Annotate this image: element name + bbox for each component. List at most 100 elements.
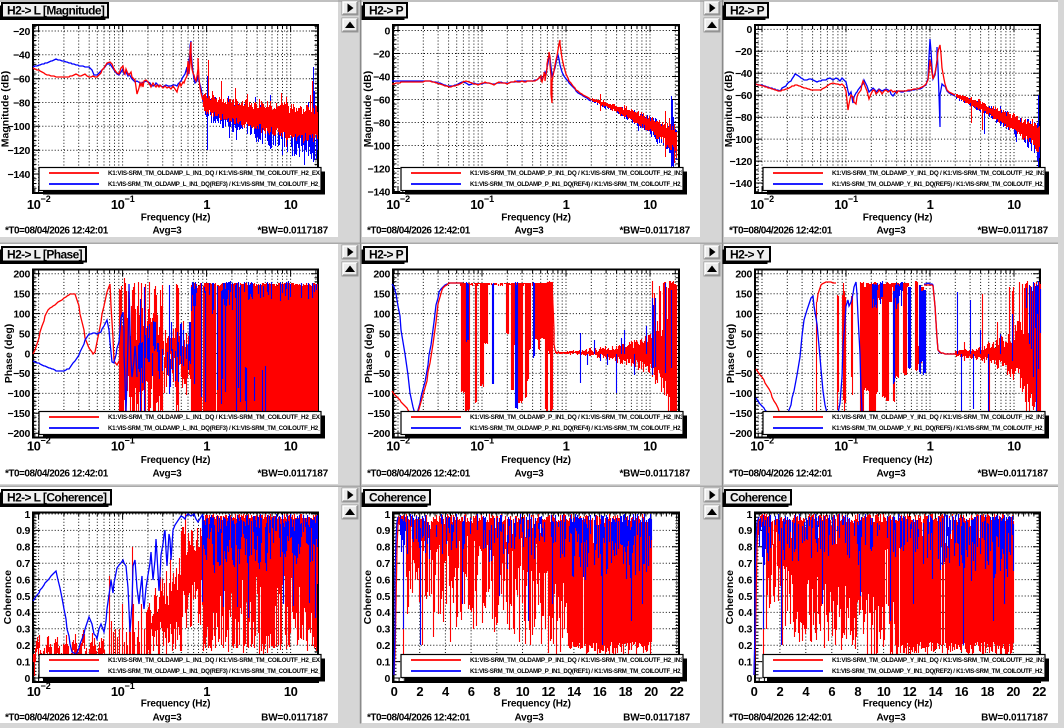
svg-text:K1:VIS-SRM_TM_OLDAMP_P_IN1_DQ: K1:VIS-SRM_TM_OLDAMP_P_IN1_DQ / K1:VIS-S… [470,170,684,177]
svg-text:10: 10 [111,438,125,453]
svg-text:*T0=08/04/2026 12:42:01: *T0=08/04/2026 12:42:01 [729,469,833,480]
svg-text:−2: −2 [764,194,774,204]
svg-text:0.2: 0.2 [376,640,390,652]
svg-text:−150: −150 [730,408,753,420]
svg-text:H2-> L [Coherence]: H2-> L [Coherence] [7,491,107,505]
svg-text:−1: −1 [484,435,494,445]
svg-text:10: 10 [643,197,657,212]
svg-text:−60: −60 [13,74,30,86]
svg-text:K1:VIS-SRM_TM_OLDAMP_Y_IN1_DQ: K1:VIS-SRM_TM_OLDAMP_Y_IN1_DQ / K1:VIS-S… [832,657,1046,664]
svg-text:*T0=08/04/2026 12:42:01: *T0=08/04/2026 12:42:01 [367,226,471,237]
svg-text:−2: −2 [40,435,50,445]
svg-text:0: 0 [24,348,30,360]
svg-text:K1:VIS-SRM_TM_OLDAMP_L_IN1_DQ(: K1:VIS-SRM_TM_OLDAMP_L_IN1_DQ(REF3) / K1… [108,425,348,432]
svg-text:*T0=08/04/2026 12:42:01: *T0=08/04/2026 12:42:01 [367,712,471,723]
svg-text:Coherence: Coherence [369,491,427,505]
svg-text:*T0=08/04/2026 12:42:01: *T0=08/04/2026 12:42:01 [367,469,471,480]
svg-text:Frequency (Hz): Frequency (Hz) [501,213,570,224]
svg-text:Avg=3: Avg=3 [877,469,907,480]
svg-text:20: 20 [644,684,658,699]
svg-text:10: 10 [27,438,41,453]
svg-text:1: 1 [563,197,570,212]
svg-text:0: 0 [751,684,758,699]
svg-text:0.9: 0.9 [16,525,30,537]
svg-text:H2-> Y: H2-> Y [730,248,764,262]
svg-text:−140: −140 [368,186,391,198]
svg-text:10: 10 [643,438,657,453]
svg-text:−2: −2 [40,194,50,204]
svg-text:0.8: 0.8 [16,542,30,554]
svg-text:10: 10 [470,197,484,212]
svg-text:Avg=3: Avg=3 [877,226,907,237]
svg-text:−2: −2 [400,435,410,445]
svg-text:*BW=0.0117187: *BW=0.0117187 [619,226,690,237]
svg-text:Frequency (Hz): Frequency (Hz) [501,455,570,466]
svg-text:Frequency (Hz): Frequency (Hz) [863,699,932,710]
svg-text:10: 10 [750,438,764,453]
svg-text:K1:VIS-SRM_TM_OLDAMP_L_IN1_DQ(: K1:VIS-SRM_TM_OLDAMP_L_IN1_DQ(REF3) / K1… [108,181,348,188]
svg-text:150: 150 [735,289,752,301]
svg-text:−1: −1 [484,194,494,204]
svg-text:K1:VIS-SRM_TM_OLDAMP_L_IN1_DQ: K1:VIS-SRM_TM_OLDAMP_L_IN1_DQ / K1:VIS-S… [108,657,325,664]
svg-text:0: 0 [384,673,390,685]
svg-text:10: 10 [877,684,891,699]
svg-text:K1:VIS-SRM_TM_OLDAMP_Y_IN1_DQ: K1:VIS-SRM_TM_OLDAMP_Y_IN1_DQ / K1:VIS-S… [832,414,1046,421]
svg-text:Coherence: Coherence [724,570,736,624]
svg-text:0: 0 [391,684,398,699]
svg-text:K1:VIS-SRM_TM_OLDAMP_Y_IN1_DQ(: K1:VIS-SRM_TM_OLDAMP_Y_IN1_DQ(REF5) / K1… [832,181,1064,188]
svg-text:*T0=08/04/2026 12:42:01: *T0=08/04/2026 12:42:01 [5,712,109,723]
svg-text:0: 0 [746,673,752,685]
svg-text:200: 200 [13,269,30,281]
svg-text:8: 8 [493,684,500,699]
svg-text:−200: −200 [8,428,31,440]
svg-text:BW=0.0117187: BW=0.0117187 [623,712,690,723]
svg-text:0.6: 0.6 [738,574,752,586]
svg-text:10: 10 [834,197,848,212]
svg-text:−2: −2 [400,194,410,204]
svg-text:−80: −80 [13,97,30,109]
svg-text:Coherence: Coherence [730,491,788,505]
svg-text:BW=0.0117187: BW=0.0117187 [261,712,328,723]
svg-text:150: 150 [373,289,390,301]
svg-text:10: 10 [27,684,41,699]
svg-text:50: 50 [741,328,753,340]
svg-text:0: 0 [384,25,390,37]
svg-text:0.8: 0.8 [738,542,752,554]
svg-text:0.7: 0.7 [376,558,390,570]
svg-text:1: 1 [203,197,210,212]
svg-text:−100: −100 [8,388,31,400]
svg-text:10: 10 [111,684,125,699]
svg-text:−2: −2 [40,681,50,691]
svg-text:0.3: 0.3 [376,624,390,636]
svg-text:−200: −200 [730,428,753,440]
svg-text:6: 6 [828,684,835,699]
svg-text:H2-> L [Phase]: H2-> L [Phase] [7,248,83,262]
svg-text:−140: −140 [730,178,753,190]
svg-text:0.8: 0.8 [376,542,390,554]
svg-text:12: 12 [903,684,917,699]
svg-text:22: 22 [670,684,684,699]
svg-text:H2-> L [Magnitude]: H2-> L [Magnitude] [7,4,105,18]
svg-text:100: 100 [373,308,390,320]
svg-text:H2-> P: H2-> P [369,248,404,262]
svg-text:200: 200 [735,269,752,281]
svg-text:4: 4 [802,684,810,699]
svg-text:0.2: 0.2 [16,640,30,652]
svg-text:1: 1 [927,197,934,212]
svg-text:0: 0 [384,348,390,360]
svg-text:K1:VIS-SRM_TM_OLDAMP_P_IN1_DQ(: K1:VIS-SRM_TM_OLDAMP_P_IN1_DQ(REF4) / K1… [470,181,710,188]
svg-text:2: 2 [777,684,784,699]
svg-text:*BW=0.0117187: *BW=0.0117187 [257,226,328,237]
svg-text:12: 12 [541,684,555,699]
svg-text:0.5: 0.5 [738,591,752,603]
svg-text:−80: −80 [735,112,752,124]
svg-text:Frequency (Hz): Frequency (Hz) [141,699,210,710]
svg-text:−2: −2 [764,435,774,445]
svg-text:10: 10 [284,684,298,699]
svg-text:−50: −50 [13,368,30,380]
svg-text:10: 10 [834,438,848,453]
svg-text:Coherence: Coherence [362,570,374,624]
svg-text:−120: −120 [368,163,391,175]
svg-text:Phase (deg): Phase (deg) [3,324,15,384]
svg-text:Magnitude (dB): Magnitude (dB) [0,71,12,147]
